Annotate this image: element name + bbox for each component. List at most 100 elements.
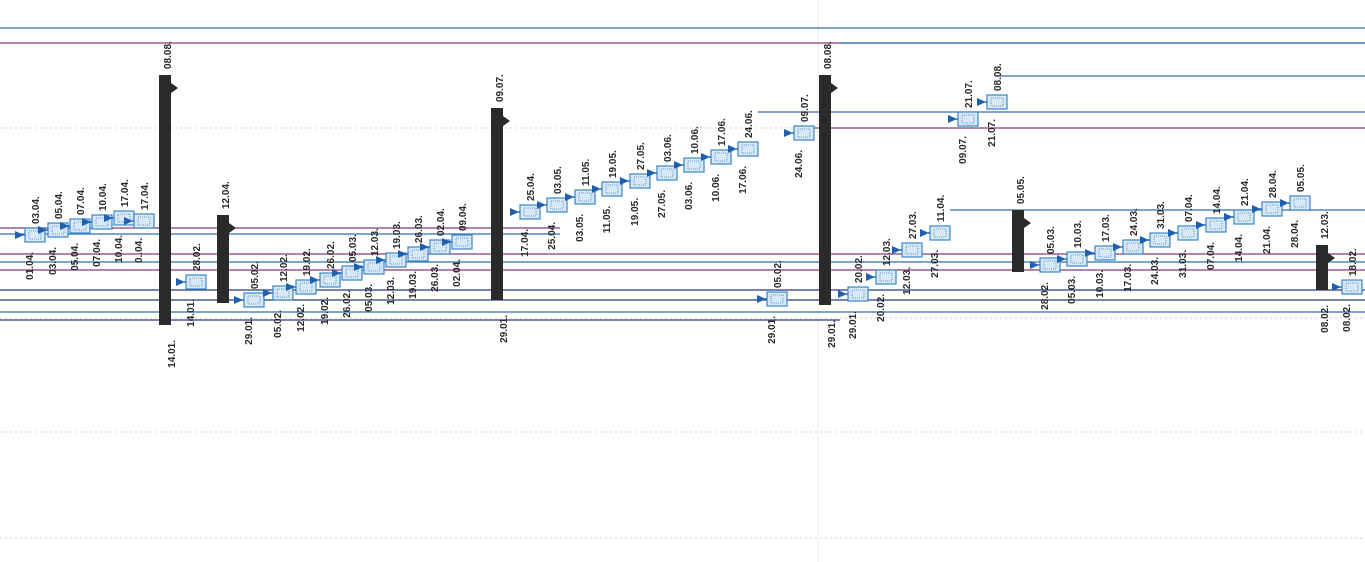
task-end-label: 24.03. [1129,208,1140,236]
task-arrow [38,226,47,234]
task-inner [578,192,592,202]
summary-bar [491,108,503,300]
task-inner [990,97,1004,107]
summary-end-label: 29.01. [827,320,838,348]
task-start-label: 03.05. [575,214,586,242]
task-end-label: 09.04. [458,203,469,231]
task-inner [1126,242,1140,252]
task-arrow [176,278,185,286]
task-end-label: 12.02. [279,254,290,282]
task-inner [714,152,728,162]
task-end-label: 20.02. [854,255,865,283]
task-arrow [784,129,793,137]
task-arrow [15,231,24,239]
task-bar [319,272,341,288]
task-arrow [892,246,901,254]
task-arrow [1332,283,1341,291]
task-bar [185,274,207,290]
task-arrow [1057,255,1066,263]
task-arrow [674,161,683,169]
task-inner [95,217,109,227]
task-start-label: 24.06. [794,150,805,178]
task-bar [1289,195,1311,211]
task-end-label: 07.04. [1184,194,1195,222]
task-start-label: 24.03. [1150,257,1161,285]
task-start-label: 03.06. [684,182,695,210]
task-inner [879,272,893,282]
task-inner [323,275,337,285]
task-bar [710,149,732,165]
task-arrow [1252,205,1261,213]
task-start-label: 17.06. [738,166,749,194]
task-inner [1345,282,1359,292]
task-end-label: 27.05. [636,142,647,170]
task-inner [189,277,203,287]
task-start-label: 21.04. [1262,226,1273,254]
task-start-label: 19.03. [408,271,419,299]
task-inner [137,216,151,226]
task-arrow [1168,229,1177,237]
task-arrow [1085,249,1094,257]
task-start-label: 20.02. [876,294,887,322]
task-inner [28,230,42,240]
task-inner [1098,248,1112,258]
task-inner [1153,235,1167,245]
task-arrow [920,229,929,237]
task-arrow [592,185,601,193]
summary-bar [1012,210,1024,272]
task-start-label: 11.05. [602,206,613,233]
task-inner [1265,204,1279,214]
task-bar [1039,257,1061,273]
task-start-label: 17.04. [520,229,531,257]
task-inner [797,128,811,138]
task-arrow [310,276,319,284]
task-end-label: 18.02. [1348,248,1359,276]
task-bar [875,269,897,285]
task-bars [15,94,1363,308]
task-inner [247,295,261,305]
task-inner [1181,228,1195,238]
task-arrow [977,98,986,106]
task-arrow [1030,261,1039,269]
task-bar [929,225,951,241]
task-bar [243,292,265,308]
task-arrow [757,295,766,303]
task-end-label: 08.08. [993,63,1004,91]
task-start-label: 19.05. [630,198,641,226]
task-arrow [82,218,91,226]
task-start-label: 05.04. [70,243,81,271]
task-bar [986,94,1008,110]
task-start-label: 29.01. [244,317,255,345]
task-arrow [1113,243,1122,251]
task-arrow [442,238,451,246]
task-bar [407,246,429,262]
task-start-label: 29.01. [848,311,859,339]
task-inner [73,221,87,231]
task-bar [1094,245,1116,261]
task-inner [1237,212,1251,222]
summary-label: 08.08. [163,41,174,69]
task-bar [629,173,651,189]
task-end-label: 05.02. [773,260,784,288]
task-arrow [398,250,407,258]
task-arrow [948,115,957,123]
summary-label: 08.08. [823,41,834,69]
task-bar [1149,232,1171,248]
summary-bar [159,75,171,325]
summary-label: 12.04. [221,181,232,209]
task-arrow [620,177,629,185]
task-start-label: 05.02. [273,310,284,338]
task-end-label: 05.03. [348,234,359,262]
task-start-label: 17.03. [1123,264,1134,292]
task-arrow [354,263,363,271]
task-arrow [1196,221,1205,229]
task-arrow [60,222,69,230]
task-arrow [510,208,519,216]
task-end-label: 27.03. [908,211,919,239]
task-bar [1261,201,1283,217]
summary-triangle [1024,218,1031,228]
task-inner [550,200,564,210]
summary-label: 12.03. [1320,211,1331,239]
task-end-label: 25.04. [526,173,537,201]
task-arrow [537,201,546,209]
